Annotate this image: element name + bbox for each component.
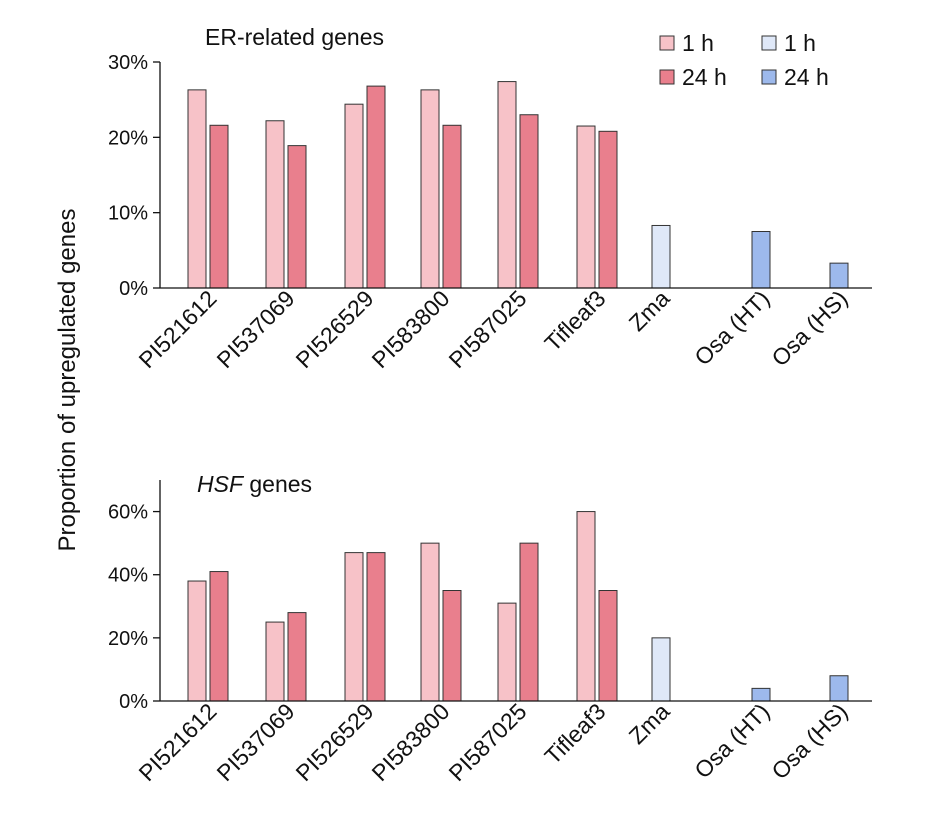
y-tick-label: 60% (108, 502, 148, 524)
bar-pi583800-1h (420, 542, 440, 702)
legend-label: 1 h (784, 30, 816, 56)
bar-pi583800-24h (442, 124, 462, 289)
panel-title: ER-related genes (205, 24, 384, 50)
bar-zma-1h (651, 224, 671, 289)
y-tick-label: 0% (119, 691, 148, 713)
x-tick-label-pi537069: PI537069 (212, 285, 300, 373)
x-tick-label-tifleaf3: Tifleaf3 (539, 285, 610, 356)
x-tick-label-pi526529: PI526529 (291, 698, 379, 786)
bar-pi583800-24h (442, 590, 462, 702)
legend-label: 1 h (682, 30, 714, 56)
legend-swatch (761, 69, 777, 85)
bar-pi521612-24h (209, 571, 229, 702)
bar-tifleaf3-1h (576, 125, 596, 289)
bar-pi587025-1h (497, 81, 517, 289)
y-tick-label: 30% (108, 52, 148, 74)
bar-tifleaf3-24h (598, 130, 618, 289)
legend-label: 24 h (682, 64, 727, 90)
bar-pi521612-1h (187, 580, 207, 702)
bar-pi587025-1h (497, 602, 517, 702)
bar-pi526529-24h (366, 552, 386, 702)
legend-swatch (659, 69, 675, 85)
x-tick-label-osa-ht: Osa (HT) (689, 698, 774, 783)
bar-pi537069-1h (265, 621, 285, 702)
bar-osa-ht-24h (751, 231, 771, 289)
bar-pi537069-24h (287, 612, 307, 702)
legend: 1 h 24 h 1 h 24 h (659, 30, 829, 90)
panel-title: HSF genes (197, 471, 312, 497)
panel-hsf-genes: HSF genes0%20%40%60%PI521612PI537069PI52… (108, 471, 872, 786)
y-tick-label: 10% (108, 203, 148, 225)
bar-pi526529-24h (366, 85, 386, 289)
y-tick-label: 20% (108, 628, 148, 650)
y-tick-label: 20% (108, 127, 148, 149)
bar-osa-hs-24h (829, 262, 849, 289)
x-tick-label-zma: Zma (624, 698, 675, 749)
bar-tifleaf3-24h (598, 590, 618, 702)
bar-pi537069-24h (287, 145, 307, 289)
bar-osa-hs-24h (829, 675, 849, 702)
x-tick-label-osa-hs: Osa (HS) (766, 698, 852, 784)
x-tick-label-pi537069: PI537069 (212, 698, 300, 786)
x-tick-label-pi583800: PI583800 (367, 698, 455, 786)
x-tick-label-osa-ht: Osa (HT) (689, 285, 774, 370)
x-tick-label-pi587025: PI587025 (444, 698, 532, 786)
bar-pi587025-24h (519, 114, 539, 289)
bar-pi521612-1h (187, 89, 207, 289)
panel-title-rest: genes (243, 471, 312, 497)
bar-pi521612-24h (209, 124, 229, 289)
legend-swatch (659, 35, 675, 51)
legend-label: 24 h (784, 64, 829, 90)
bar-pi537069-1h (265, 120, 285, 289)
x-tick-label-pi587025: PI587025 (444, 285, 532, 373)
x-tick-label-pi583800: PI583800 (367, 285, 455, 373)
bar-tifleaf3-1h (576, 511, 596, 702)
bar-pi526529-1h (344, 103, 364, 289)
y-tick-label: 40% (108, 565, 148, 587)
x-tick-label-zma: Zma (624, 285, 675, 336)
bar-pi583800-1h (420, 89, 440, 289)
legend-swatch (761, 35, 777, 51)
x-tick-label-tifleaf3: Tifleaf3 (539, 698, 610, 769)
y-tick-label: 0% (119, 278, 148, 300)
panel-title-italic: HSF (197, 471, 245, 497)
bar-pi526529-1h (344, 552, 364, 702)
x-tick-label-osa-hs: Osa (HS) (766, 285, 852, 371)
bar-zma-1h (651, 637, 671, 702)
bar-pi587025-24h (519, 542, 539, 702)
y-axis-label: Proportion of upregulated genes (54, 209, 81, 552)
panel-er-related-genes: ER-related genes0%10%20%30%PI521612PI537… (108, 24, 872, 373)
x-tick-label-pi526529: PI526529 (291, 285, 379, 373)
